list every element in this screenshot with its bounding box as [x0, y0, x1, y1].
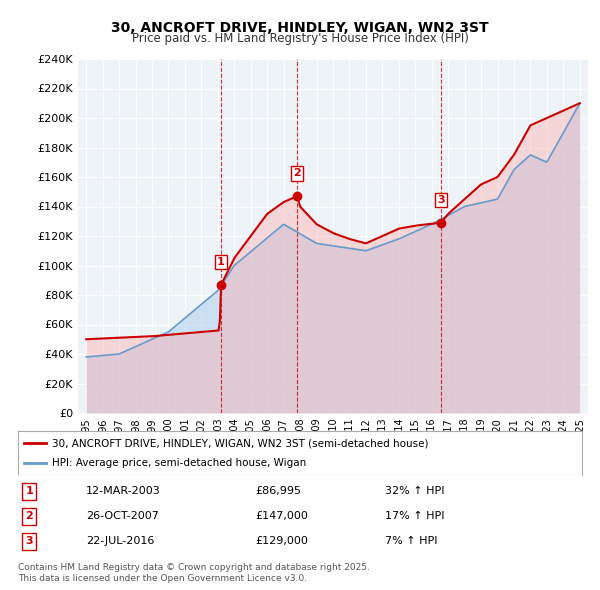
Text: 17% ↑ HPI: 17% ↑ HPI [385, 512, 444, 521]
Text: 12-MAR-2003: 12-MAR-2003 [86, 486, 160, 496]
Text: 1: 1 [25, 486, 33, 496]
Text: £86,995: £86,995 [255, 486, 301, 496]
Text: 32% ↑ HPI: 32% ↑ HPI [385, 486, 444, 496]
Text: 30, ANCROFT DRIVE, HINDLEY, WIGAN, WN2 3ST: 30, ANCROFT DRIVE, HINDLEY, WIGAN, WN2 3… [111, 21, 489, 35]
Text: 2: 2 [293, 169, 301, 179]
Text: HPI: Average price, semi-detached house, Wigan: HPI: Average price, semi-detached house,… [52, 458, 306, 467]
Text: Contains HM Land Registry data © Crown copyright and database right 2025.
This d: Contains HM Land Registry data © Crown c… [18, 563, 370, 583]
Text: £129,000: £129,000 [255, 536, 308, 546]
Text: £147,000: £147,000 [255, 512, 308, 521]
Text: 30, ANCROFT DRIVE, HINDLEY, WIGAN, WN2 3ST (semi-detached house): 30, ANCROFT DRIVE, HINDLEY, WIGAN, WN2 3… [52, 438, 428, 448]
Text: 7% ↑ HPI: 7% ↑ HPI [385, 536, 437, 546]
Text: 3: 3 [437, 195, 445, 205]
Text: 1: 1 [217, 257, 225, 267]
Text: Price paid vs. HM Land Registry's House Price Index (HPI): Price paid vs. HM Land Registry's House … [131, 32, 469, 45]
Text: 3: 3 [25, 536, 33, 546]
Text: 26-OCT-2007: 26-OCT-2007 [86, 512, 158, 521]
Text: 2: 2 [25, 512, 33, 521]
Text: 22-JUL-2016: 22-JUL-2016 [86, 536, 154, 546]
